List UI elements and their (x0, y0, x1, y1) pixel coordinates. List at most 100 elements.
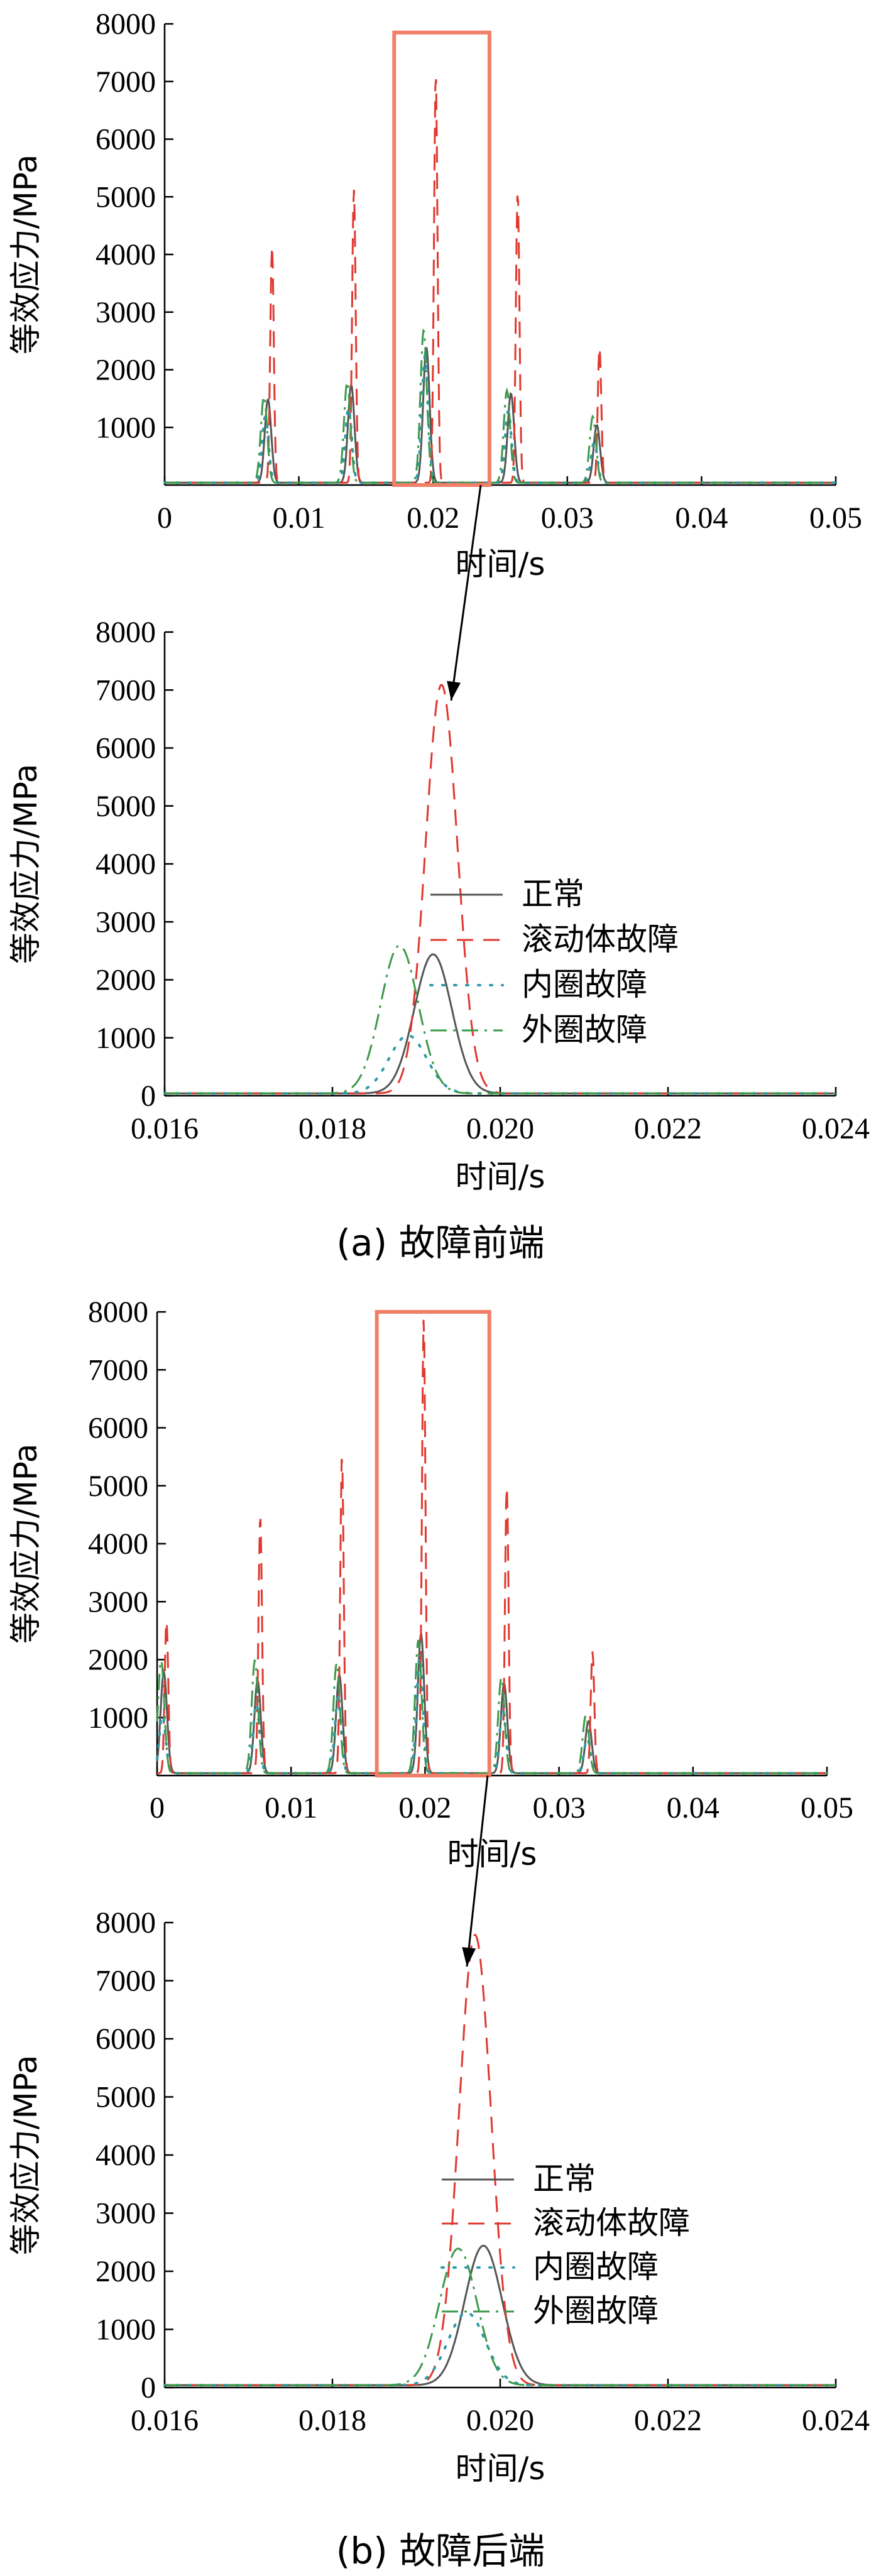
y-tick-label: 6000 (88, 1412, 148, 1445)
chart-4: 0 1000 2000 3000 4000 5000 6000 7000 8000 0.016 0.… (8, 1906, 870, 2487)
x-tick-label: 0.022 (634, 2404, 702, 2437)
x-axis-label: 时间/s (456, 2450, 545, 2487)
y-tick-label: 7000 (96, 1965, 156, 1998)
x-tick-label: 0.018 (298, 1112, 366, 1145)
y-tick-label: 2000 (96, 2255, 156, 2288)
arrow-b-shaft (466, 1775, 489, 1967)
x-tick-label: 0.020 (466, 1112, 534, 1145)
x-tick-label: 0 (157, 501, 172, 535)
y-tick-label: 6000 (96, 123, 156, 156)
legend-label-normal: 正常 (522, 876, 584, 912)
y-tick-label: 2000 (96, 354, 156, 387)
y-tick-label: 5000 (96, 790, 156, 823)
x-tick-label: 0.02 (407, 501, 459, 535)
y-tick-label: 8000 (96, 8, 156, 41)
y-tick-label: 7000 (88, 1353, 148, 1387)
y-tick-label: 1000 (88, 1701, 148, 1735)
arrow-b-head (462, 1946, 476, 1967)
series-inner (163, 351, 837, 484)
y-tick-label: 5000 (96, 2081, 156, 2114)
caption-b: (b) 故障后端 (336, 2530, 545, 2572)
y-tick-label: 5000 (88, 1470, 148, 1503)
legend-label-outer: 外圈故障 (522, 1012, 647, 1048)
x-tick-label: 0.05 (801, 1791, 853, 1825)
x-tick-label: 0.018 (298, 2404, 366, 2437)
x-tick-label: 0.03 (541, 501, 594, 535)
series-outer (165, 2247, 836, 2386)
series-inner (163, 2311, 837, 2387)
y-tick-label: 4000 (96, 2139, 156, 2172)
x-axis-label: 时间/s (447, 1836, 537, 1872)
y-tick-label: 1000 (96, 411, 156, 444)
zoom-box (392, 30, 491, 487)
chart-1: 1000 2000 3000 4000 5000 6000 7000 8000 0 0.01 0.0… (8, 8, 862, 582)
legend-label-roller: 滚动体故障 (522, 921, 679, 958)
y-tick-label: 7000 (96, 674, 156, 707)
x-tick-label: 0.01 (265, 1791, 317, 1825)
y-tick-label: 6000 (96, 732, 156, 765)
x-tick-label: 0.024 (802, 1112, 870, 1145)
chart-3: 1000 2000 3000 4000 5000 6000 7000 8000 0 0.01 0.0… (8, 1296, 853, 1872)
x-tick-label: 0.03 (533, 1791, 586, 1825)
series-roller (165, 684, 836, 1094)
x-tick-label: 0.05 (809, 501, 862, 535)
y-tick-label: 4000 (96, 848, 156, 881)
y-axis-label: 等效应力/MPa (8, 764, 44, 964)
arrow-a-head (447, 680, 461, 701)
series-outer (156, 1639, 827, 1774)
x-tick-label: 0.016 (131, 2404, 199, 2437)
caption-a: (a) 故障前端 (336, 1221, 544, 1264)
chart-2: 0 1000 2000 3000 4000 5000 6000 7000 8000 0.016 0.… (8, 616, 870, 1195)
legend-label-roller: 滚动体故障 (533, 2205, 690, 2241)
y-axis-label: 等效应力/MPa (8, 1444, 44, 1644)
series-inner (163, 1034, 837, 1095)
x-tick-label: 0.04 (675, 501, 728, 535)
x-tick-label: 0.016 (131, 1112, 199, 1145)
y-tick-label: 1000 (96, 2313, 156, 2347)
arrow-a-shaft (450, 484, 482, 701)
y-tick-label: 8000 (96, 616, 156, 649)
y-tick-label: 2000 (88, 1644, 148, 1677)
y-axis-label: 等效应力/MPa (8, 155, 44, 355)
y-tick-label: 2000 (96, 964, 156, 997)
charts-layer: 1000 2000 3000 4000 5000 6000 7000 8000 0 0.01 0.0… (8, 8, 870, 2487)
series-outer (165, 328, 836, 484)
legend-label-inner: 内圈故障 (533, 2249, 659, 2285)
y-tick-label: 8000 (96, 1906, 156, 1940)
y-tick-label: 3000 (96, 2197, 156, 2230)
series-outer (165, 944, 836, 1094)
x-tick-label: 0.020 (466, 2404, 534, 2437)
y-tick-label: 5000 (96, 180, 156, 214)
y-tick-label: 0 (141, 1079, 156, 1113)
x-axis-label: 时间/s (456, 1159, 545, 1195)
series-roller (165, 1933, 836, 2386)
arrow-a (447, 484, 482, 701)
x-tick-label: 0.04 (667, 1791, 720, 1825)
x-tick-label: 0.022 (634, 1112, 702, 1145)
x-tick-label: 0.02 (398, 1791, 451, 1825)
y-tick-label: 3000 (88, 1585, 148, 1618)
y-tick-label: 3000 (96, 296, 156, 329)
y-tick-label: 7000 (96, 65, 156, 99)
legend-label-normal: 正常 (533, 2161, 596, 2197)
arrow-b (462, 1775, 489, 1967)
y-tick-label: 4000 (96, 238, 156, 271)
y-tick-label: 3000 (96, 905, 156, 939)
x-tick-label: 0 (150, 1791, 165, 1825)
series-normal (165, 953, 836, 1094)
y-tick-label: 6000 (96, 2022, 156, 2056)
legend-label-outer: 外圈故障 (533, 2293, 659, 2329)
y-tick-label: 0 (141, 2371, 156, 2404)
series-normal (165, 2244, 836, 2386)
legend-label-inner: 内圈故障 (522, 966, 647, 1003)
series-roller (157, 1319, 827, 1774)
x-tick-label: 0.01 (273, 501, 326, 535)
zoom-overlay (447, 484, 489, 1967)
y-tick-label: 1000 (96, 1022, 156, 1055)
y-axis-label: 等效应力/MPa (8, 2055, 44, 2256)
y-tick-label: 4000 (88, 1527, 148, 1561)
y-tick-label: 8000 (88, 1296, 148, 1329)
